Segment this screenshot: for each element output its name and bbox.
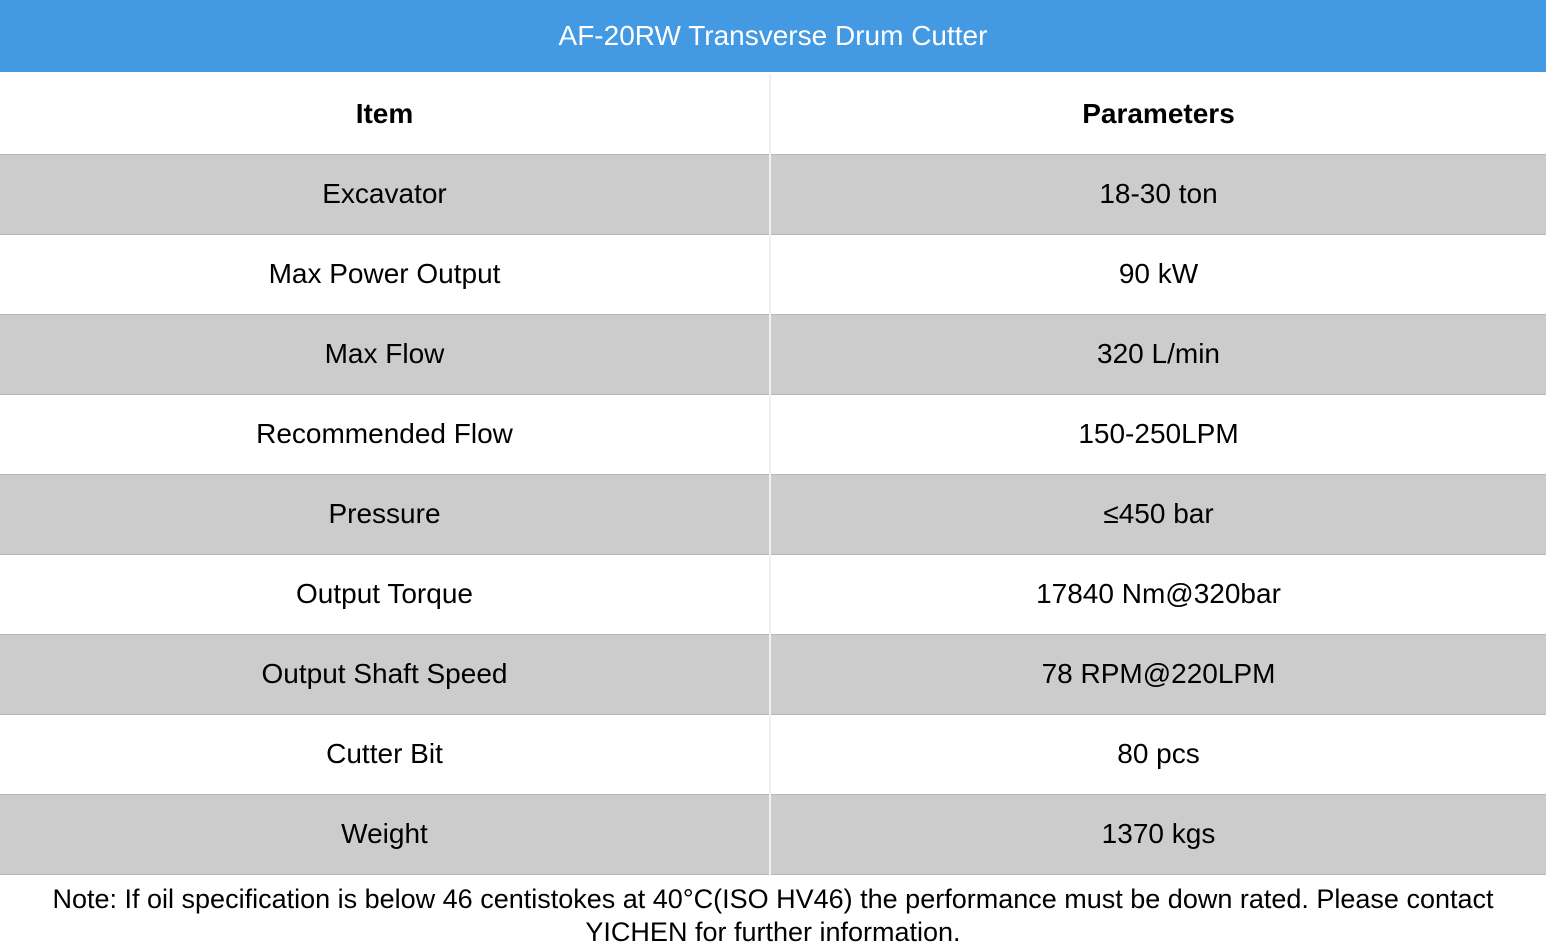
header-row: Item Parameters — [0, 74, 1546, 155]
table-row: Output Shaft Speed 78 RPM@220LPM — [0, 634, 1546, 715]
table-row: Max Flow 320 L/min — [0, 314, 1546, 395]
table-title: AF-20RW Transverse Drum Cutter — [0, 0, 1546, 74]
table-row: Excavator 18-30 ton — [0, 154, 1546, 235]
row-item: Excavator — [0, 154, 771, 235]
row-value: 18-30 ton — [770, 154, 1546, 235]
header-item: Item — [0, 74, 771, 155]
row-item: Output Torque — [0, 554, 771, 635]
table-row: Weight 1370 kgs — [0, 794, 1546, 875]
row-item: Max Power Output — [0, 234, 771, 315]
table-row: Output Torque 17840 Nm@320bar — [0, 554, 1546, 635]
row-item: Pressure — [0, 474, 771, 555]
row-item: Cutter Bit — [0, 714, 771, 795]
row-value: 80 pcs — [770, 714, 1546, 795]
row-item: Output Shaft Speed — [0, 634, 771, 715]
row-value: 1370 kgs — [770, 794, 1546, 875]
row-value: 78 RPM@220LPM — [770, 634, 1546, 715]
row-value: 17840 Nm@320bar — [770, 554, 1546, 635]
row-value: ≤450 bar — [770, 474, 1546, 555]
parameters-table: Item Parameters Excavator 18-30 ton Max … — [0, 74, 1546, 875]
header-parameters: Parameters — [770, 74, 1546, 155]
row-item: Max Flow — [0, 314, 771, 395]
table-row: Cutter Bit 80 pcs — [0, 714, 1546, 795]
table-row: Max Power Output 90 kW — [0, 234, 1546, 315]
row-value: 150-250LPM — [770, 394, 1546, 475]
row-item: Weight — [0, 794, 771, 875]
row-value: 90 kW — [770, 234, 1546, 315]
row-item: Recommended Flow — [0, 394, 771, 475]
table-row: Pressure ≤450 bar — [0, 474, 1546, 555]
footnote: Note: If oil specification is below 46 c… — [52, 883, 1494, 947]
table-row: Recommended Flow 150-250LPM — [0, 394, 1546, 475]
row-value: 320 L/min — [770, 314, 1546, 395]
